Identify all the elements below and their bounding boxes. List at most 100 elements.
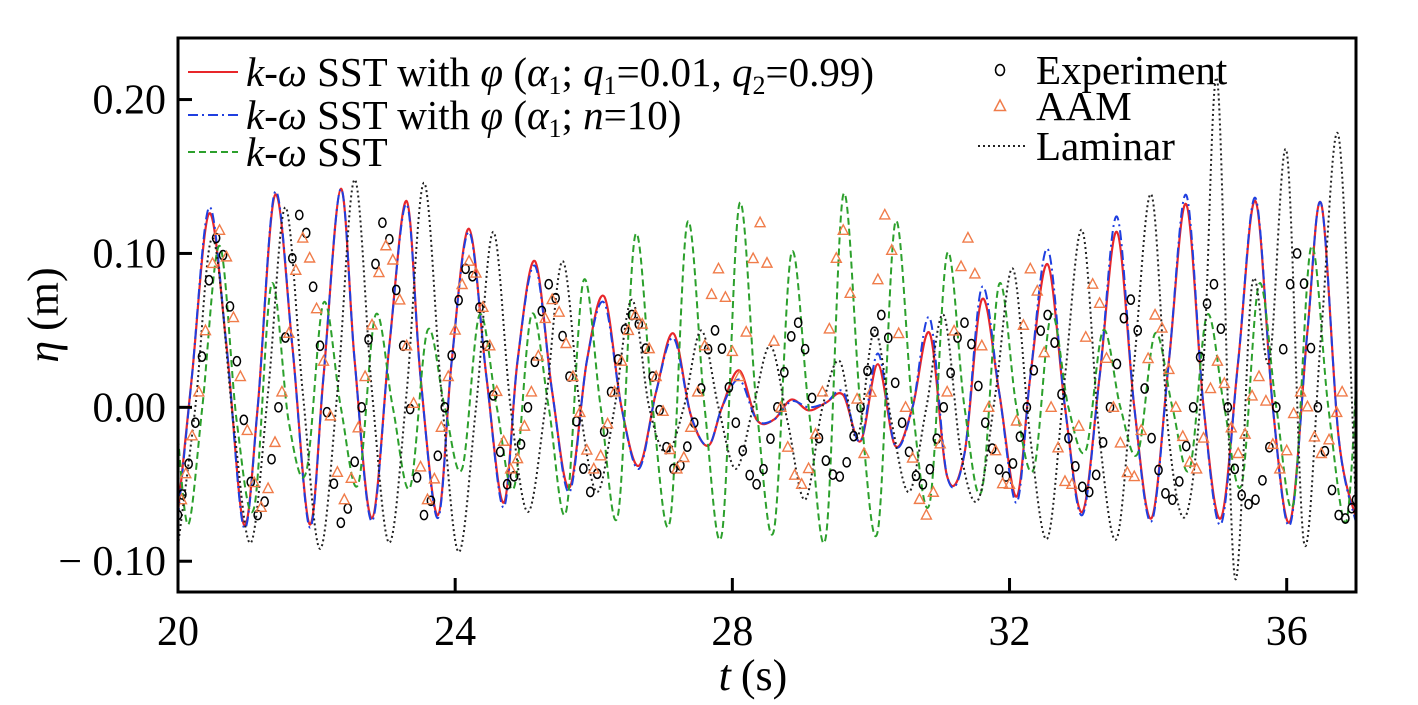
experiment-point <box>544 278 554 290</box>
experiment-point <box>357 401 366 413</box>
experiment-point <box>835 471 845 482</box>
experiment-point <box>391 284 401 296</box>
experiment-point <box>863 365 872 377</box>
experiment-point <box>1154 464 1163 476</box>
aam-point <box>483 338 496 351</box>
experiment-point <box>1001 471 1011 482</box>
aam-point <box>504 461 517 474</box>
aam-point <box>407 396 420 409</box>
legend-part: k <box>246 92 265 138</box>
aam-point <box>1051 440 1065 453</box>
aam-point <box>192 384 205 397</box>
x-axis-label: t (s) <box>719 651 788 700</box>
series-sst-line <box>178 192 1356 545</box>
legend-part: - <box>264 129 278 175</box>
aam-point <box>372 265 386 278</box>
series-experiment-markers <box>178 209 1356 529</box>
experiment-point <box>1133 325 1143 336</box>
aam-point <box>206 256 219 269</box>
aam-point <box>331 465 344 478</box>
aam-point <box>1259 394 1273 406</box>
experiment-point <box>1209 278 1219 290</box>
aam-point <box>532 349 545 361</box>
aam-point <box>573 405 587 418</box>
aam-point <box>1079 330 1092 342</box>
experiment-point <box>315 340 325 352</box>
aam-point <box>1301 399 1314 412</box>
x-tick-label: 28 <box>711 609 753 655</box>
experiment-point <box>294 209 304 221</box>
aam-point <box>1114 435 1127 448</box>
experiment-point <box>987 443 997 455</box>
legend-part: φ <box>480 92 503 138</box>
legend-part: q <box>732 49 753 95</box>
aam-point <box>449 323 462 335</box>
aam-point <box>559 336 573 349</box>
experiment-point <box>766 433 775 445</box>
aam-point <box>552 305 566 317</box>
aam-point <box>1058 474 1072 487</box>
experiment-point <box>433 450 443 462</box>
experiment-point <box>717 343 727 354</box>
aam-point <box>698 338 711 351</box>
legend-part: α <box>527 49 550 95</box>
aam-point <box>476 300 490 313</box>
aam-point <box>1322 432 1336 445</box>
aam-point <box>1010 414 1023 426</box>
experiment-point <box>440 401 450 413</box>
experiment-point <box>731 417 741 429</box>
aam-point <box>615 354 628 366</box>
experiment-point <box>1174 476 1184 487</box>
legend-part: - <box>264 92 278 138</box>
aam-point <box>303 251 316 263</box>
aam-point <box>1038 345 1051 358</box>
plot-frame <box>176 36 1358 594</box>
aam-point <box>386 252 399 265</box>
legend-part: α <box>527 92 550 138</box>
x-axis-variable: t <box>719 651 733 700</box>
aam-point <box>338 492 351 505</box>
aam-point <box>1162 362 1176 375</box>
experiment-point <box>710 325 720 336</box>
aam-point <box>684 420 697 432</box>
experiment-point <box>793 317 803 329</box>
aam-point <box>982 400 995 413</box>
aam-point <box>1183 455 1196 467</box>
aam-point <box>324 408 337 421</box>
aam-point <box>469 266 483 278</box>
aam-point <box>213 223 226 236</box>
experiment-point <box>1313 401 1323 413</box>
experiment-point <box>371 258 380 270</box>
experiment-point <box>1008 458 1018 469</box>
aam-point <box>379 238 393 251</box>
aam-point <box>746 251 760 264</box>
aam-point <box>636 317 649 329</box>
experiment-point <box>1202 298 1212 309</box>
aam-point <box>365 317 379 330</box>
experiment-point <box>190 417 200 429</box>
experiment-point <box>253 509 263 521</box>
aam-point <box>310 301 323 314</box>
aam-point <box>961 231 975 243</box>
experiment-point <box>1292 248 1302 259</box>
legend-part: k <box>246 129 265 175</box>
aam-point <box>788 468 801 480</box>
aam-point <box>1225 420 1238 433</box>
experiment-point <box>239 414 249 426</box>
y-tick-label: 0.10 <box>93 231 167 277</box>
experiment-point <box>897 417 907 429</box>
aam-point <box>234 369 247 382</box>
legend-part: φ <box>480 49 503 95</box>
aam-point <box>358 369 372 382</box>
experiment-point <box>876 309 886 321</box>
experiment-point <box>461 263 470 275</box>
aam-point <box>906 451 919 463</box>
experiment-point <box>197 351 207 362</box>
experiment-point <box>267 453 276 465</box>
aam-point <box>566 369 580 382</box>
aam-point <box>843 286 857 299</box>
experiment-point <box>1091 469 1101 481</box>
aam-point <box>518 419 531 431</box>
aam-point <box>643 341 656 354</box>
experiment-point <box>412 472 422 483</box>
